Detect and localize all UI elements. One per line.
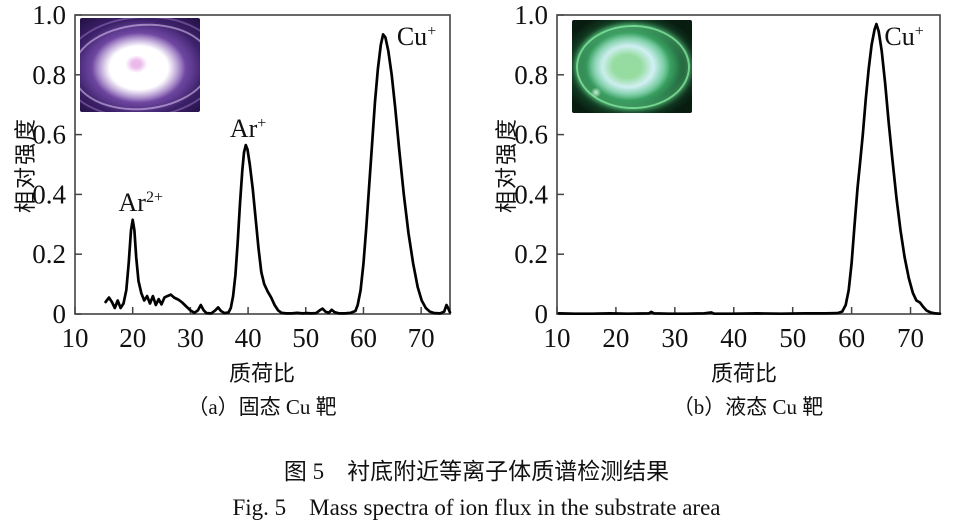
x-axis-label-a: 质荷比 [228,361,295,386]
peak-label-ar2plus: Ar2+ [119,188,163,217]
mass-spectrum-chart-solid-target: 10 20 30 40 50 60 70 0 0.2 0.4 0.6 0.8 1.0 Ar2+ Ar+ Cu+ [32,0,452,353]
x-tick-label: 10 [62,323,89,353]
y-tick-label: 0 [53,299,67,329]
x-tick-label: 50 [292,323,319,353]
plasma-rim-glow [576,25,690,109]
y-tick-label: 0.2 [32,239,66,269]
x-axis-label-b: 质荷比 [710,361,777,386]
plasma-ring-arc [80,18,200,112]
x-tick-label: 10 [544,323,571,353]
y-tick-label: 1.0 [514,0,548,30]
panel-a-caption: （a）固态 Cu 靶 [187,395,337,419]
x-tick-label: 70 [408,323,435,353]
x-tick-label: 20 [119,323,146,353]
peak-label-cuplus: Cu+ [884,22,923,51]
x-tick-label: 70 [897,323,924,353]
peak-label-cuplus: Cu+ [397,22,436,51]
y-tick-label: 1.0 [32,0,66,30]
plasma-photo-liquid-target [572,20,692,113]
y-axis-label-a: 相对强度 [13,117,38,214]
y-tick-label: 0.8 [514,60,548,90]
mass-spectrum-chart-liquid-target: 10 20 30 40 50 60 70 0 0.2 0.4 0.6 0.8 1.0 Cu+ [514,0,942,353]
x-tick-label: 30 [177,323,204,353]
y-tick-label: 0.6 [514,120,548,150]
x-tick-label: 20 [602,323,629,353]
y-axis-label-b: 相对强度 [494,117,519,214]
plot-frame [74,14,451,315]
x-tick-label: 40 [235,323,262,353]
x-tick-label: 60 [350,323,377,353]
y-tick-label: 0.2 [514,239,548,269]
spectrum-curve [104,33,452,315]
y-tick-label: 0.8 [32,60,66,90]
plasma-bright-spot [590,88,602,97]
panel-b-caption: （b）液态 Cu 靶 [672,395,824,419]
spectrum-curve [557,22,942,316]
x-tick-label: 50 [779,323,806,353]
y-tick-label: 0.4 [32,179,66,209]
figure-caption-zh: 图 5 衬底附近等离子体质谱检测结果 [283,459,670,484]
plasma-photo-solid-target [80,18,200,112]
y-tick-label: 0 [535,299,549,329]
x-tick-label: 40 [720,323,747,353]
figure-caption-en: Fig. 5 Mass spectra of ion flux in the s… [232,495,721,520]
x-tick-label: 60 [838,323,865,353]
peak-label-arplus: Ar+ [230,114,266,143]
x-tick-label: 30 [661,323,688,353]
y-tick-label: 0.4 [514,179,548,209]
y-tick-label: 0.6 [32,120,66,150]
